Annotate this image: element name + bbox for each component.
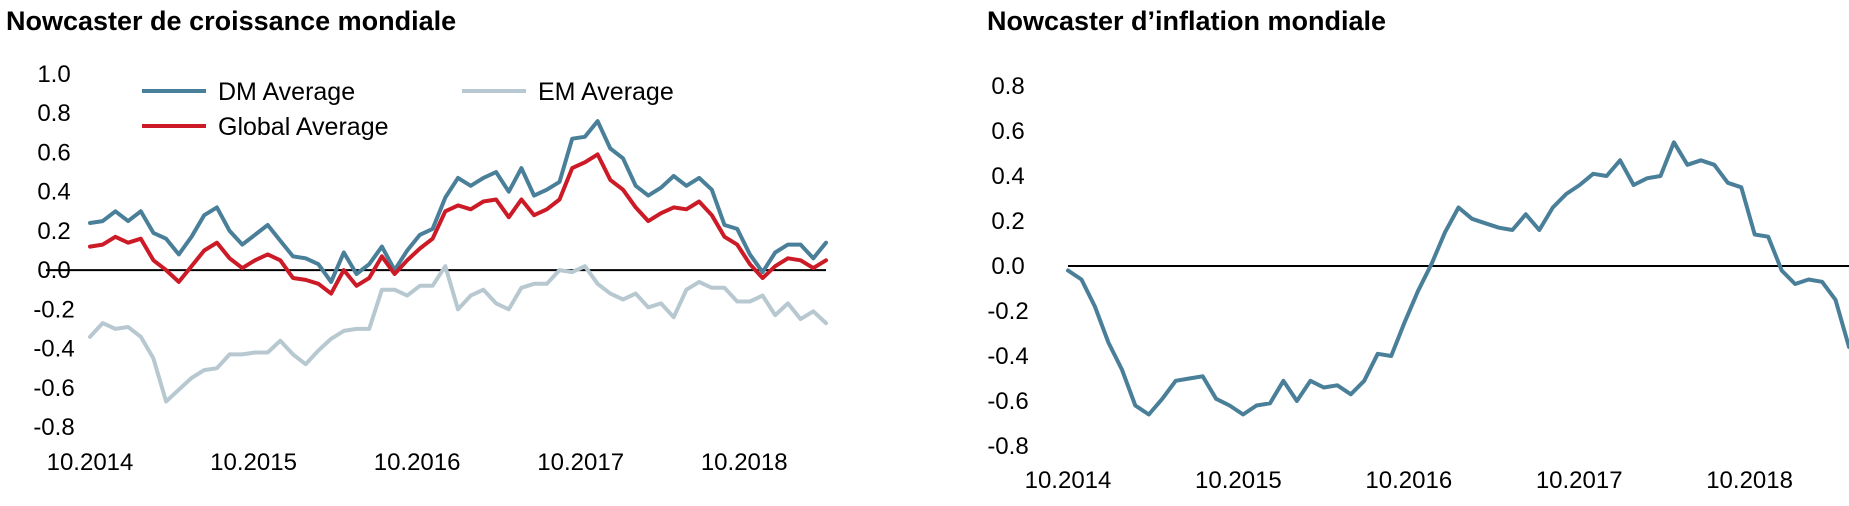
growth-line-em-average	[88, 264, 828, 404]
inflation-y-tick-label: 0.0	[991, 253, 1024, 280]
inflation-y-tick-label: 0.4	[991, 163, 1024, 190]
growth-line-global-average	[88, 152, 828, 296]
inflation-y-tick-label: -0.8	[987, 433, 1028, 460]
inflation-x-tick-label: 10.2016	[1365, 467, 1452, 494]
inflation-x-tick-label: 10.2015	[1195, 467, 1282, 494]
inflation-y-tick-label: 0.8	[991, 73, 1024, 100]
inflation-x-tick-label: 10.2014	[1025, 467, 1112, 494]
growth-y-tick-label: -0.4	[33, 336, 74, 363]
inflation-chart-title: Nowcaster d’inflation mondiale	[987, 6, 1387, 36]
growth-x-tick-label: 10.2017	[537, 449, 624, 476]
growth-x-tick-label: 10.2018	[701, 449, 788, 476]
growth-y-tick-label: -0.8	[33, 414, 74, 441]
legend-label-em-average: EM Average	[538, 78, 674, 106]
growth-x-tick-label: 10.2014	[47, 449, 134, 476]
inflation-x-tick-label: 10.2017	[1536, 467, 1623, 494]
inflation-y-tick-label: -0.4	[987, 343, 1028, 370]
growth-y-tick-label: 0.2	[37, 218, 70, 245]
growth-chart-title: Nowcaster de croissance mondiale	[6, 6, 457, 36]
inflation-y-tick-label: 0.2	[991, 208, 1024, 235]
inflation-y-tick-label: -0.6	[987, 388, 1028, 415]
growth-x-tick-label: 10.2015	[210, 449, 297, 476]
inflation-line-series	[1066, 140, 1849, 417]
growth-line-dm-average	[88, 119, 828, 284]
growth-y-tick-label: -0.6	[33, 375, 74, 402]
growth-y-tick-label: -0.2	[33, 296, 74, 323]
growth-y-tick-label: 0.8	[37, 100, 70, 127]
growth-y-tick-label: 0.4	[37, 179, 70, 206]
inflation-x-tick-label: 10.2018	[1706, 467, 1793, 494]
legend-label-dm-average: DM Average	[218, 78, 355, 106]
inflation-y-tick-label: 0.6	[991, 118, 1024, 145]
growth-x-tick-label: 10.2016	[374, 449, 461, 476]
legend-label-global-average: Global Average	[218, 113, 389, 141]
growth-y-tick-label: 0.6	[37, 139, 70, 166]
growth-chart: 1.00.80.60.40.20.0-0.2-0.4-0.6-0.810.201…	[33, 61, 828, 476]
inflation-y-tick-label: -0.2	[987, 298, 1028, 325]
growth-y-tick-label: 1.0	[37, 61, 70, 88]
inflation-chart: 0.8 0.6 0.4 0.2 0.0 -0.2 -0.4 -0.6 -0.8 10.2014 10…	[987, 73, 1849, 494]
